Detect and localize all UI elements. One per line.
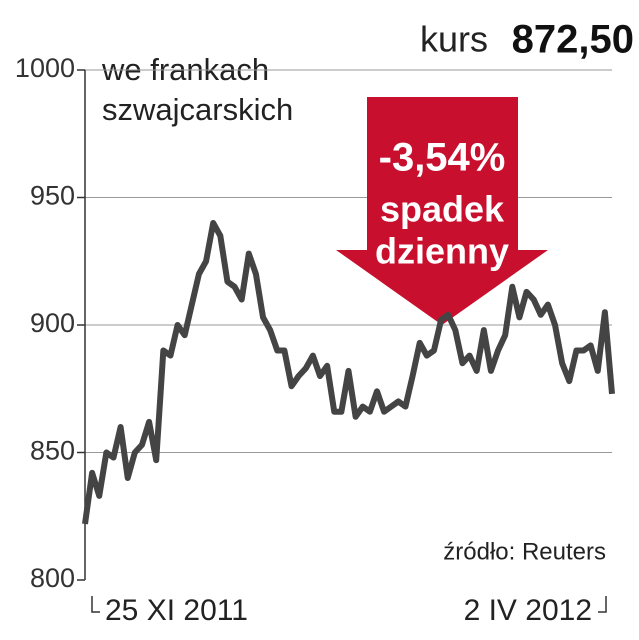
x-tick-label: 25 XI 2011 (105, 594, 248, 627)
headline-value: 872,50 (512, 18, 634, 62)
annotation-text: dzienny (375, 231, 509, 272)
annotation-change: -3,54% (379, 136, 506, 180)
x-tick-label: 2 IV 2012 (464, 594, 592, 627)
y-tick-label: 1000 (15, 53, 75, 83)
source: źródło: Reuters (443, 538, 606, 565)
y-tick-label: 850 (30, 436, 75, 466)
annotation-arrow (336, 97, 548, 325)
y-tick-label: 950 (30, 181, 75, 211)
y-tick-label: 800 (30, 563, 75, 593)
annotation-text: spadek (380, 189, 505, 230)
chart-title: szwajcarskich (102, 92, 293, 127)
x-bracket (598, 596, 607, 613)
y-tick-label: 900 (30, 308, 75, 338)
data-line (82, 220, 615, 525)
x-bracket (91, 596, 100, 613)
headline-label: kurs (420, 19, 488, 60)
